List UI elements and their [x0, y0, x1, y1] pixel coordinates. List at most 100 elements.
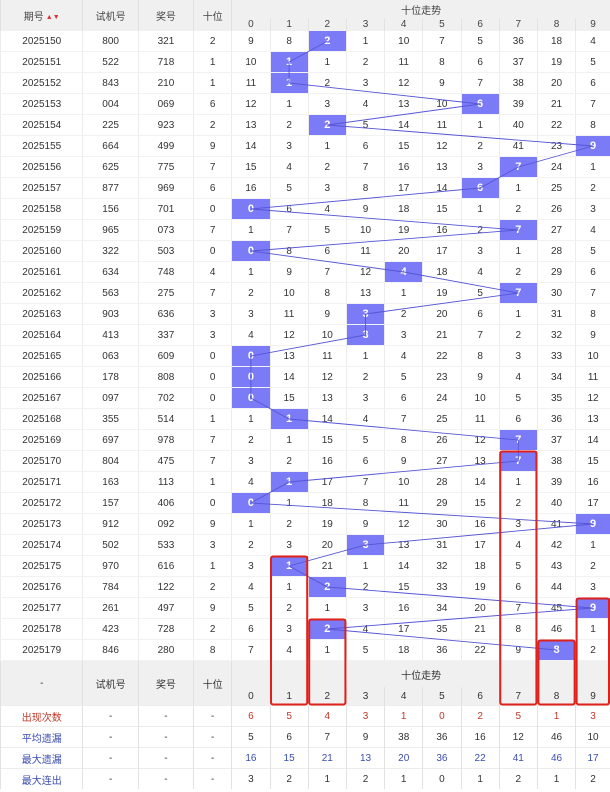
prize-number-cell: 499 [137, 135, 194, 157]
stat-value: 4 [307, 705, 347, 727]
test-number-cell: 225 [82, 114, 139, 136]
stat-value: 46 [536, 747, 576, 769]
prize-number-cell: 280 [137, 639, 194, 661]
trend-miss-cell: 14 [384, 114, 423, 136]
sort-icon[interactable]: ▲▼ [45, 13, 60, 21]
trend-miss-cell: 15 [460, 492, 500, 514]
issue-header-label: 期号 [23, 12, 44, 23]
footer-digit-header-8: 8 [536, 687, 576, 706]
stat-value: 5 [231, 726, 270, 748]
trend-miss-cell: 32 [422, 555, 462, 577]
digit-header-5: 5 [422, 18, 462, 31]
trend-miss-cell: 7 [575, 93, 610, 115]
footer-digit-header-7: 7 [498, 687, 538, 706]
test-number-header: 试机号 [82, 0, 139, 31]
test-number-cell: 423 [82, 618, 139, 640]
trend-miss-cell: 13 [575, 408, 610, 430]
trend-header: 十位走势 [231, 0, 610, 18]
stat-value: 36 [422, 726, 462, 748]
trend-miss-cell: 18 [307, 492, 347, 514]
trend-miss-cell: 1 [345, 345, 385, 367]
stat-empty-cell: - [82, 726, 139, 748]
table-row: 2025154 225 923 2 13 2 2 5 14 11 1 40 22 8 [0, 114, 610, 136]
issue-cell: 2025169 [0, 429, 83, 451]
footer-digit-header-9: 9 [575, 687, 610, 706]
trend-miss-cell: 6 [575, 72, 610, 94]
trend-miss-cell: 43 [536, 555, 576, 577]
test-number-cell: 965 [82, 219, 139, 241]
tens-cell: 6 [193, 93, 232, 115]
trend-hit-cell: 6 [460, 177, 500, 199]
trend-miss-cell: 7 [384, 408, 423, 430]
test-number-cell: 903 [82, 303, 139, 325]
stat-row: 最大连出 - - -3 2 1 2 1 0 1 2 1 2 [0, 768, 610, 789]
trend-miss-cell: 3 [307, 177, 347, 199]
trend-hit-cell: 0 [231, 366, 270, 388]
trend-miss-cell: 2 [231, 282, 270, 304]
digit-header-1: 1 [269, 18, 309, 31]
table-row: 2025167 097 702 0 0 15 13 3 6 24 10 5 35 12 [0, 387, 610, 409]
trend-miss-cell: 12 [345, 261, 385, 283]
trend-hit-cell: 0 [231, 345, 270, 367]
table-row: 2025174 502 533 3 2 3 20 3 13 31 17 4 42 1 [0, 534, 610, 556]
trend-miss-cell: 12 [422, 135, 462, 157]
trend-miss-cell: 5 [384, 366, 423, 388]
trend-miss-cell: 14 [231, 135, 270, 157]
prize-number-cell: 122 [137, 576, 194, 598]
trend-miss-cell: 1 [307, 51, 347, 73]
table-row: 2025164 413 337 3 4 12 10 3 3 21 7 2 32 9 [0, 324, 610, 346]
prize-number-cell: 514 [137, 408, 194, 430]
trend-miss-cell: 3 [307, 93, 347, 115]
tens-cell: 3 [193, 303, 232, 325]
prize-number-cell: 092 [137, 513, 194, 535]
prize-number-cell: 718 [137, 51, 194, 73]
trend-miss-cell: 2 [231, 429, 270, 451]
trend-miss-cell: 6 [460, 51, 500, 73]
trend-miss-cell: 21 [536, 93, 576, 115]
trend-miss-cell: 6 [384, 387, 423, 409]
test-number-cell: 355 [82, 408, 139, 430]
trend-miss-cell: 3 [384, 324, 423, 346]
trend-miss-cell: 11 [307, 345, 347, 367]
table-row: 2025173 912 092 9 1 2 19 9 12 30 16 3 41 9 [0, 513, 610, 535]
trend-miss-cell: 7 [460, 72, 500, 94]
trend-miss-cell: 10 [269, 282, 309, 304]
trend-miss-cell: 6 [498, 576, 538, 598]
test-number-cell: 634 [82, 261, 139, 283]
issue-cell: 2025164 [0, 324, 83, 346]
trend-miss-cell: 31 [422, 534, 462, 556]
trend-miss-cell: 16 [231, 177, 270, 199]
footer-digit-header-5: 5 [422, 687, 462, 706]
trend-miss-cell: 30 [422, 513, 462, 535]
trend-miss-cell: 5 [345, 114, 385, 136]
trend-miss-cell: 2 [307, 72, 347, 94]
trend-miss-cell: 14 [422, 177, 462, 199]
trend-hit-cell: 8 [536, 639, 576, 661]
stat-empty-cell: - [82, 768, 139, 789]
stat-row: 最大遗漏 - - -16 15 21 13 20 36 22 41 46 17 [0, 747, 610, 769]
trend-miss-cell: 5 [307, 219, 347, 241]
stat-value: 16 [231, 747, 270, 769]
tens-cell: 0 [193, 387, 232, 409]
issue-header[interactable]: 期号 ▲▼ [0, 0, 83, 31]
tens-cell: 2 [193, 576, 232, 598]
trend-miss-cell: 7 [231, 639, 270, 661]
issue-cell: 2025178 [0, 618, 83, 640]
stat-value: 6 [269, 726, 309, 748]
trend-hit-cell: 1 [269, 555, 309, 577]
test-number-cell: 912 [82, 513, 139, 535]
tens-cell: 1 [193, 51, 232, 73]
table-row: 2025157 877 969 6 16 5 3 8 17 14 6 1 25 2 [0, 177, 610, 199]
trend-miss-cell: 7 [575, 282, 610, 304]
trend-miss-cell: 3 [498, 513, 538, 535]
trend-miss-cell: 4 [498, 534, 538, 556]
stat-value: 38 [384, 726, 423, 748]
trend-miss-cell: 16 [307, 450, 347, 472]
trend-miss-cell: 7 [345, 471, 385, 493]
trend-miss-cell: 5 [498, 555, 538, 577]
stat-value: 5 [269, 705, 309, 727]
trend-miss-cell: 5 [345, 429, 385, 451]
stat-value: 41 [498, 747, 538, 769]
stat-value: 10 [575, 726, 610, 748]
stat-value: 21 [307, 747, 347, 769]
